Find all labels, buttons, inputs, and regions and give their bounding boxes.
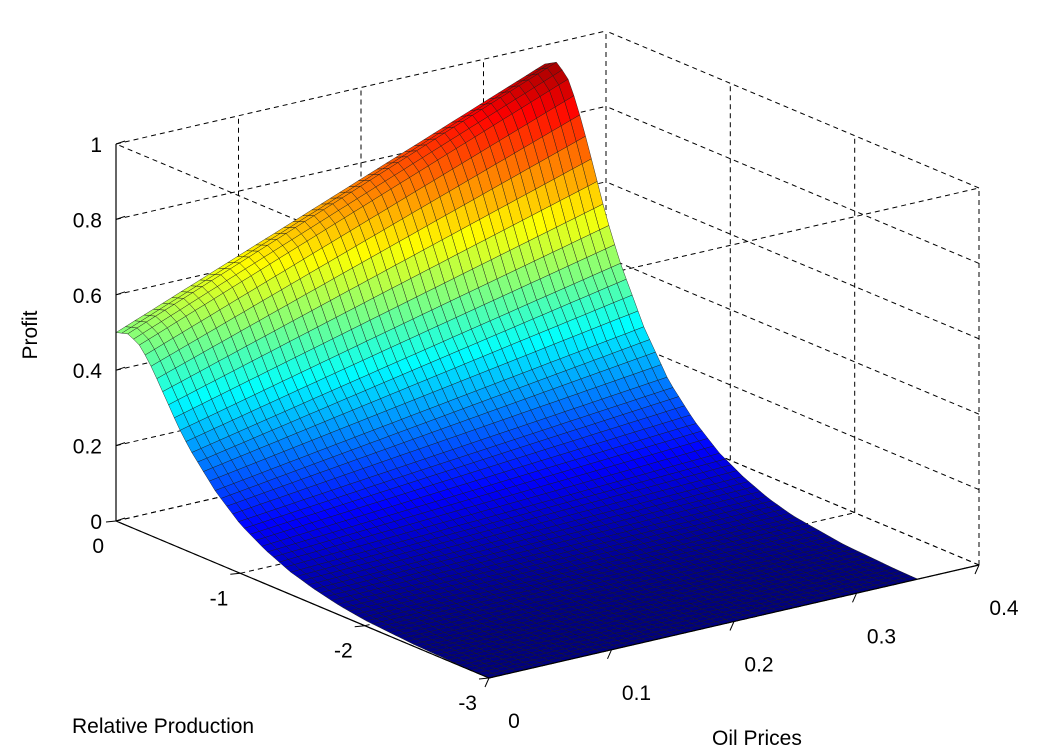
y-axis-label: Relative Production bbox=[72, 715, 254, 738]
y-axis-tick bbox=[354, 625, 365, 628]
y-axis-tick bbox=[230, 572, 241, 575]
y-axis-tick bbox=[105, 520, 117, 523]
y-tick-label: -2 bbox=[334, 640, 353, 663]
x-tick-label: 0.2 bbox=[744, 654, 773, 677]
rightwall-grid-line-z bbox=[605, 181, 980, 340]
y-axis-tick bbox=[478, 677, 490, 680]
x-tick-label: 0.3 bbox=[867, 625, 896, 648]
x-axis-tick bbox=[607, 649, 612, 660]
x-axis-tick bbox=[852, 593, 857, 603]
z-axis-tick bbox=[115, 291, 126, 296]
backwall-grid-line-z bbox=[115, 105, 607, 220]
x-tick-label: 0.1 bbox=[622, 682, 651, 705]
surface-layer bbox=[115, 61, 919, 679]
rightwall-grid-line-z bbox=[605, 332, 980, 491]
y-axis-line bbox=[115, 520, 490, 679]
x-tick-label: 0 bbox=[508, 710, 520, 733]
z-tick-label: 0.6 bbox=[73, 285, 102, 308]
backwall-grid-line-z bbox=[115, 407, 607, 522]
z-tick-label: 0 bbox=[90, 511, 102, 534]
z-axis-tick bbox=[115, 140, 126, 145]
x-axis-label: Oil Prices bbox=[712, 727, 802, 750]
z-tick-label: 0.2 bbox=[73, 436, 102, 459]
backwall-grid-line-z bbox=[115, 181, 607, 296]
z-axis-tick bbox=[115, 215, 126, 220]
rightwall-grid-line-z bbox=[605, 256, 980, 415]
z-axis-tick bbox=[115, 442, 126, 447]
x-axis-tick bbox=[729, 621, 735, 631]
y-tick-label: -3 bbox=[458, 692, 477, 715]
z-axis-tick bbox=[115, 366, 126, 371]
y-tick-label: 0 bbox=[92, 535, 104, 558]
y-tick-label: -1 bbox=[210, 587, 229, 610]
x-tick-label: 0.4 bbox=[989, 597, 1019, 620]
backwall-grid-line-z bbox=[115, 30, 607, 145]
x-axis-tick bbox=[974, 564, 980, 575]
rightwall-grid-line-z bbox=[605, 105, 980, 264]
z-tick-label: 0.8 bbox=[73, 209, 102, 232]
x-axis-tick bbox=[484, 677, 490, 688]
axes-layer: 0 0.1 0.2 0.3 0.4 0 -1 -2 -3 0 0.2 0.4 0.6 0.8 1 bbox=[73, 134, 1019, 733]
z-tick-label: 1 bbox=[90, 134, 102, 157]
z-axis-tick bbox=[115, 517, 126, 522]
z-axis-label: Profit bbox=[19, 310, 42, 359]
z-tick-label: 0.4 bbox=[73, 360, 103, 383]
rightwall-grid-line-z bbox=[605, 30, 980, 189]
label-layer: Oil Prices Relative Production Profit bbox=[19, 310, 802, 750]
